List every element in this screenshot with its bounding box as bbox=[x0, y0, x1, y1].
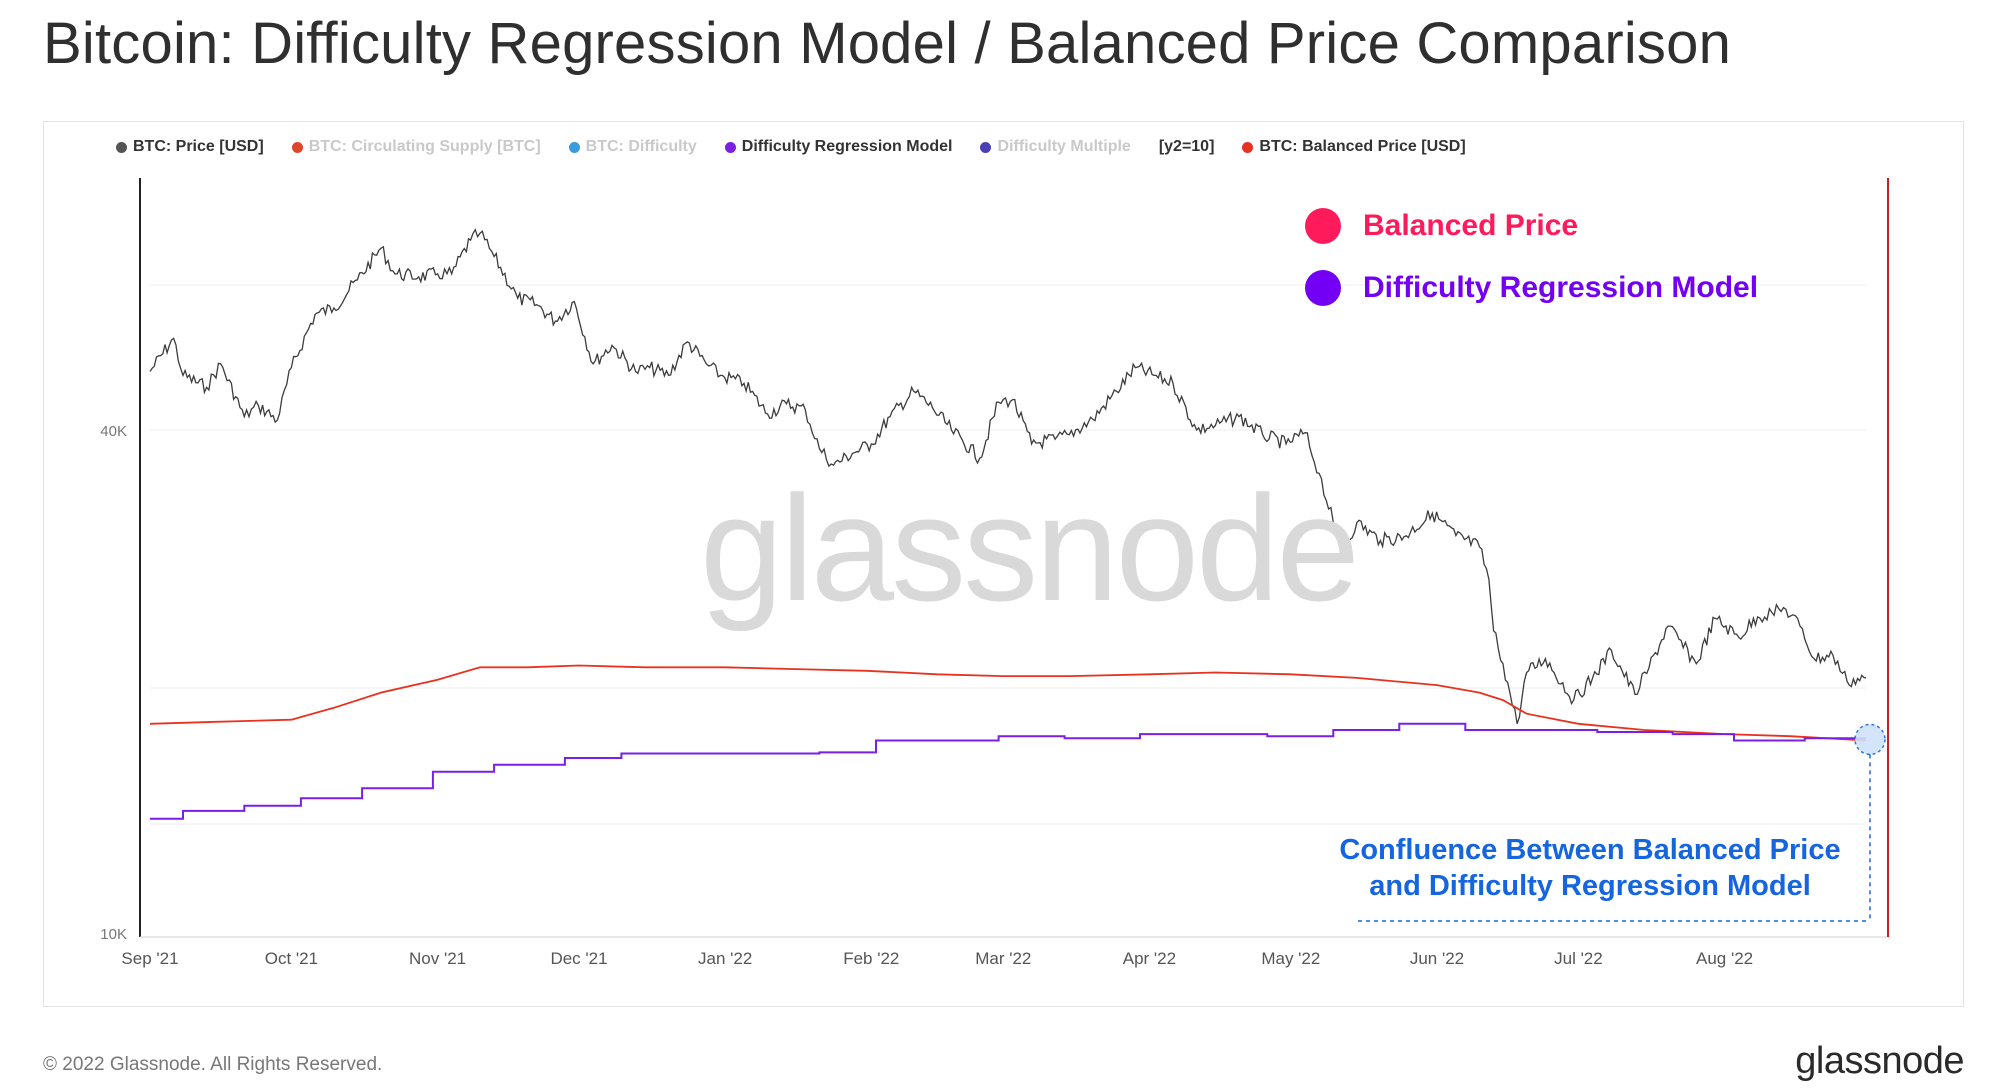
drm-dot bbox=[1305, 270, 1341, 306]
legend-item-0[interactable]: BTC: Price [USD] bbox=[116, 138, 264, 156]
balanced-price-label: Balanced Price bbox=[1363, 209, 1579, 242]
copyright-text: © 2022 Glassnode. All Rights Reserved. bbox=[43, 1054, 383, 1075]
footer-logo: glassnode bbox=[1795, 1040, 1964, 1082]
watermark: glassnode bbox=[700, 464, 1360, 632]
y-tick-label: 10K bbox=[100, 926, 127, 943]
x-tick-label: May '22 bbox=[1261, 949, 1320, 968]
x-tick-label: Mar '22 bbox=[975, 949, 1031, 968]
legend-dot bbox=[116, 141, 127, 153]
x-tick-label: Dec '21 bbox=[550, 949, 607, 968]
x-tick-label: Nov '21 bbox=[409, 949, 466, 968]
legend-item-5[interactable]: [y2=10] bbox=[1159, 138, 1215, 156]
x-tick-label: Jul '22 bbox=[1554, 949, 1603, 968]
series-line-balanced bbox=[149, 664, 1867, 742]
legend-item-1[interactable]: BTC: Circulating Supply [BTC] bbox=[291, 138, 541, 156]
legend-label: [y2=10] bbox=[1158, 138, 1215, 155]
legend-item-6[interactable]: BTC: Balanced Price [USD] bbox=[1242, 138, 1466, 156]
drm-annotation: Difficulty Regression Model bbox=[1305, 270, 1758, 306]
legend-dot bbox=[568, 141, 580, 153]
legend-dot bbox=[724, 141, 736, 153]
series-line-drm bbox=[150, 722, 1866, 820]
confluence-line-1: Confluence Between Balanced Price bbox=[1339, 834, 1841, 866]
x-tick-label: Oct '21 bbox=[265, 949, 318, 968]
x-tick-label: Apr '22 bbox=[1123, 949, 1176, 968]
confluence-marker bbox=[1854, 723, 1886, 756]
legend-dot bbox=[980, 141, 992, 153]
legend-label: BTC: Balanced Price [USD] bbox=[1259, 138, 1466, 155]
legend-dot bbox=[291, 141, 303, 153]
legend-item-3[interactable]: Difficulty Regression Model bbox=[724, 138, 953, 156]
x-tick-label: Sep '21 bbox=[121, 949, 178, 968]
chart-legend: BTC: Price [USD] BTC: Circulating Supply … bbox=[116, 136, 1494, 158]
chart-frame bbox=[43, 121, 1964, 1007]
series-line-price bbox=[149, 228, 1867, 725]
legend-dot bbox=[1242, 141, 1254, 153]
drm-label: Difficulty Regression Model bbox=[1363, 271, 1759, 304]
page-title: Bitcoin: Difficulty Regression Model / B… bbox=[43, 11, 1732, 76]
balanced-price-dot bbox=[1305, 208, 1341, 244]
legend-label: BTC: Circulating Supply [BTC] bbox=[308, 138, 541, 155]
legend-label: Difficulty Multiple bbox=[997, 138, 1131, 155]
x-tick-label: Jun '22 bbox=[1410, 949, 1464, 968]
x-tick-label: Feb '22 bbox=[843, 949, 899, 968]
legend-label: BTC: Price [USD] bbox=[133, 138, 264, 155]
balanced-price-annotation: Balanced Price bbox=[1305, 208, 1578, 244]
confluence-annotation: Confluence Between Balanced Price and Di… bbox=[1320, 832, 1860, 904]
legend-label: BTC: Difficulty bbox=[585, 138, 697, 155]
y-tick-label: 40K bbox=[100, 423, 127, 440]
confluence-line-2: and Difficulty Regression Model bbox=[1369, 870, 1811, 902]
x-tick-label: Jan '22 bbox=[698, 949, 752, 968]
x-tick-label: Aug '22 bbox=[1696, 949, 1753, 968]
legend-item-4[interactable]: Difficulty Multiple bbox=[980, 138, 1131, 156]
legend-label: Difficulty Regression Model bbox=[741, 138, 953, 155]
legend-item-2[interactable]: BTC: Difficulty bbox=[568, 138, 697, 156]
